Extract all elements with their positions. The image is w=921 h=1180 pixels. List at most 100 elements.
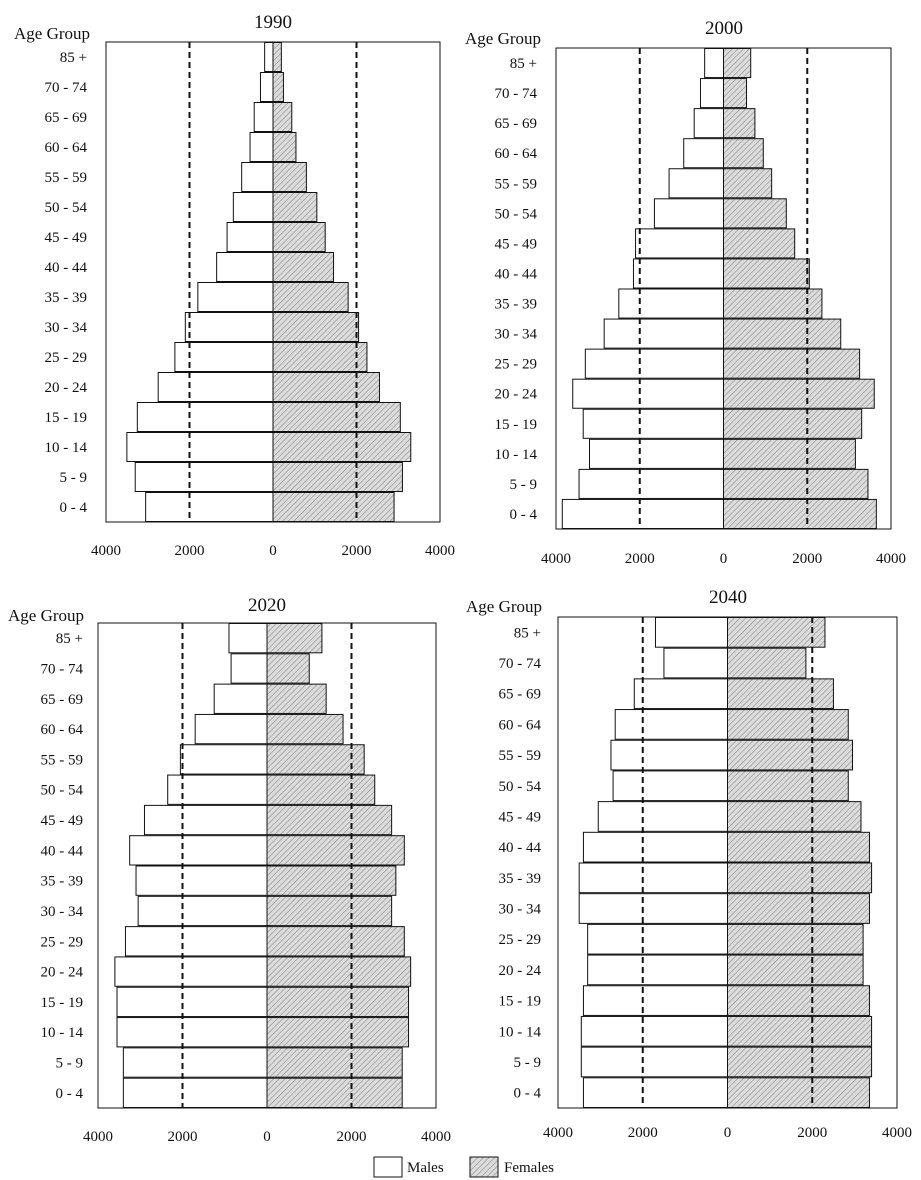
female-bar (266, 956, 412, 987)
age-group-label: 20 - 24 (45, 380, 88, 396)
x-tick-label: 2000 (342, 543, 372, 559)
x-tick-label: 4000 (91, 543, 121, 559)
age-group-label: 35 - 39 (499, 871, 542, 887)
age-group-label: 10 - 14 (45, 440, 88, 456)
age-group-label: 65 - 69 (499, 687, 542, 703)
female-bar (723, 78, 748, 109)
female-bar (272, 342, 368, 372)
male-bar (653, 198, 724, 229)
male-bar (116, 1017, 268, 1048)
female-bar (723, 258, 810, 289)
legend-females-swatch (469, 1156, 499, 1178)
male-bar (137, 895, 268, 927)
age-group-label: 40 - 44 (499, 840, 542, 856)
male-bar (145, 492, 274, 522)
male-bar (561, 498, 724, 529)
age-group-label: 5 - 9 (510, 477, 538, 493)
female-bar (723, 168, 773, 199)
plot-frame (557, 616, 898, 1109)
female-bar (272, 312, 360, 342)
female-bar (723, 408, 863, 439)
male-bar (136, 402, 274, 432)
female-bar (272, 252, 335, 282)
age-group-label: 15 - 19 (45, 410, 88, 426)
age-group-label: 15 - 19 (41, 995, 84, 1011)
pyramid-chart-2000: 2000 Age Group 0 - 4 5 - 9 10 - 14 15 - 19 20 … (465, 18, 906, 567)
plot-frame (97, 622, 437, 1109)
female-bar (727, 617, 826, 648)
male-bar (572, 378, 724, 409)
female-bar (266, 623, 323, 654)
female-bar (266, 804, 393, 836)
male-bar (129, 835, 268, 866)
male-bar (116, 986, 268, 1018)
male-bar (668, 168, 724, 199)
x-tick-label: 4000 (425, 543, 455, 559)
x-tick-label: 4000 (541, 551, 571, 567)
male-bar (663, 647, 728, 679)
age-group-label: 10 - 14 (41, 1025, 84, 1041)
male-bar (253, 102, 274, 132)
female-bar (266, 744, 365, 775)
male-bar (582, 985, 728, 1016)
x-tick-label: 0 (263, 1129, 271, 1145)
female-bar (727, 985, 870, 1016)
male-bar (618, 288, 724, 319)
age-group-label: 60 - 64 (499, 717, 542, 733)
age-group-label: 45 - 49 (499, 809, 542, 825)
age-group-label: 25 - 29 (495, 357, 538, 373)
female-bar (727, 739, 854, 771)
male-bar (580, 1046, 729, 1078)
age-group-label: 70 - 74 (45, 80, 88, 96)
female-bar (727, 709, 849, 740)
female-bar (727, 831, 870, 863)
age-group-label: 0 - 4 (56, 1086, 84, 1102)
age-group-label: 15 - 19 (499, 994, 542, 1010)
male-bar (184, 312, 274, 342)
male-bar (216, 252, 274, 282)
age-group-label: 50 - 54 (495, 206, 538, 222)
age-group-label: 20 - 24 (495, 387, 538, 403)
female-bar (266, 1047, 403, 1078)
female-bar (272, 222, 326, 252)
age-group-label: 20 - 24 (499, 963, 542, 979)
age-group-label: 85 + (514, 625, 541, 641)
x-tick-label: 0 (724, 1125, 732, 1141)
female-bar (266, 1077, 403, 1108)
female-bar (266, 895, 393, 927)
male-bar (693, 108, 724, 139)
female-bar (266, 865, 397, 896)
age-group-label: 45 - 49 (45, 230, 88, 246)
age-group-label: 25 - 29 (499, 932, 542, 948)
male-bar (134, 462, 274, 492)
female-bar (723, 138, 764, 169)
age-group-label: 0 - 4 (510, 507, 538, 523)
male-bar (683, 138, 724, 169)
female-bar (266, 986, 410, 1018)
age-group-label: 15 - 19 (495, 417, 538, 433)
age-group-label: 40 - 44 (45, 260, 88, 276)
male-bar (587, 954, 728, 986)
pyramid-chart-1990: 1990 Age Group 0 - 4 5 - 9 10 - 14 15 - 19 20 … (14, 12, 455, 559)
age-group-label: 35 - 39 (41, 874, 84, 890)
female-bar (272, 432, 412, 462)
x-tick-label: 2000 (797, 1125, 827, 1141)
male-bar (580, 1015, 729, 1047)
male-bar (226, 222, 274, 252)
age-group-label: 30 - 34 (499, 902, 542, 918)
male-bar (654, 617, 729, 648)
age-group-label: 55 - 59 (495, 176, 538, 192)
male-bar (174, 342, 274, 372)
age-group-label: 60 - 64 (495, 146, 538, 162)
y-axis-label: Age Group (465, 29, 541, 48)
female-bar (723, 48, 752, 79)
age-group-label: 40 - 44 (41, 843, 84, 859)
male-bar (633, 678, 729, 710)
female-bar (266, 1017, 410, 1048)
female-bar (727, 1046, 873, 1078)
female-bar (727, 770, 849, 802)
male-bar (587, 923, 728, 955)
x-tick-label: 2000 (628, 1125, 658, 1141)
age-group-label: 5 - 9 (56, 1056, 84, 1072)
